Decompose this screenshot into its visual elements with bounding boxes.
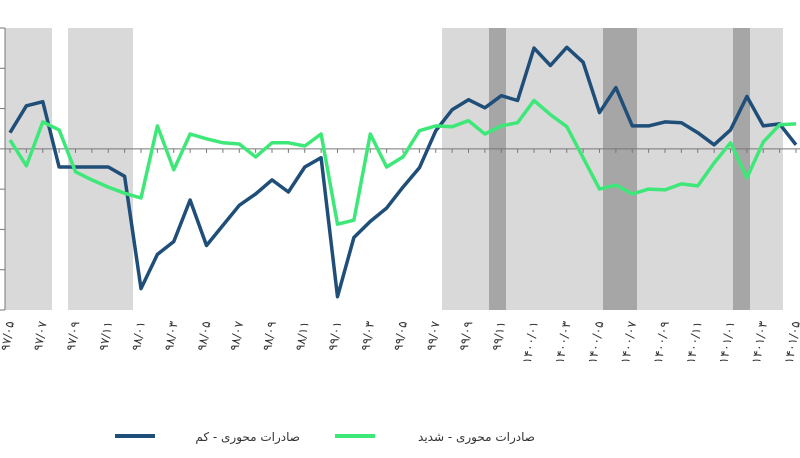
line-series (8, 45, 798, 299)
x-tick-label: ۹۸/۰۷ (227, 320, 246, 352)
x-tick-label: ۹۹/۱۱ (489, 320, 508, 352)
x-tick-label: ۹۹/۰۳ (358, 320, 377, 352)
x-tick-label: ۹۷/۱۱ (96, 320, 115, 352)
x-tick-label: ۹۸/۰۵ (194, 320, 213, 352)
x-tick-label: ۹۸/۱۱ (293, 320, 312, 352)
x-tick-label: ۹۸/۰۱ (129, 320, 148, 352)
legend-label: صادرات محوری - کم (195, 430, 300, 445)
x-tick-label: ۹۷/۰۷ (31, 320, 50, 352)
shaded-period (603, 28, 637, 310)
x-tick-label: ۱۴۰۱/۰۳ (749, 320, 770, 365)
x-tick-label: ۹۷/۰۵ (0, 320, 17, 352)
x-tick-label: ۹۷/۰۹ (63, 320, 82, 352)
x-tick-label: ۱۴۰۰/۰۱ (520, 320, 541, 365)
shaded-period (489, 28, 506, 310)
x-tick-label: ۹۸/۰۹ (260, 320, 279, 352)
x-tick-label: ۱۴۰۰/۱۱ (683, 320, 704, 365)
x-tick-label: ۹۸/۰۳ (162, 320, 181, 352)
x-tick-label: ۱۴۰۰/۰۵ (585, 320, 606, 365)
x-tick-label: ۹۹/۰۹ (456, 320, 475, 352)
x-tick-label: ۹۹/۰۱ (325, 320, 344, 352)
x-tick-label: ۹۹/۰۷ (424, 320, 443, 352)
line-series (8, 98, 797, 226)
shaded-period (5, 28, 52, 310)
legend-label: صادرات محوری - شدید (418, 430, 535, 445)
x-tick-label: ۱۴۰۰/۰۹ (651, 320, 672, 365)
x-tick-label: ۱۴۰۱/۰۵ (782, 320, 800, 365)
x-tick-label: ۹۹/۰۵ (391, 320, 410, 352)
x-tick-label: ۱۴۰۰/۰۳ (552, 320, 573, 365)
shaded-period (68, 28, 133, 310)
x-tick-label: ۱۴۰۱/۰۱ (716, 320, 737, 365)
x-tick-label: ۱۴۰۰/۰۷ (618, 320, 639, 365)
